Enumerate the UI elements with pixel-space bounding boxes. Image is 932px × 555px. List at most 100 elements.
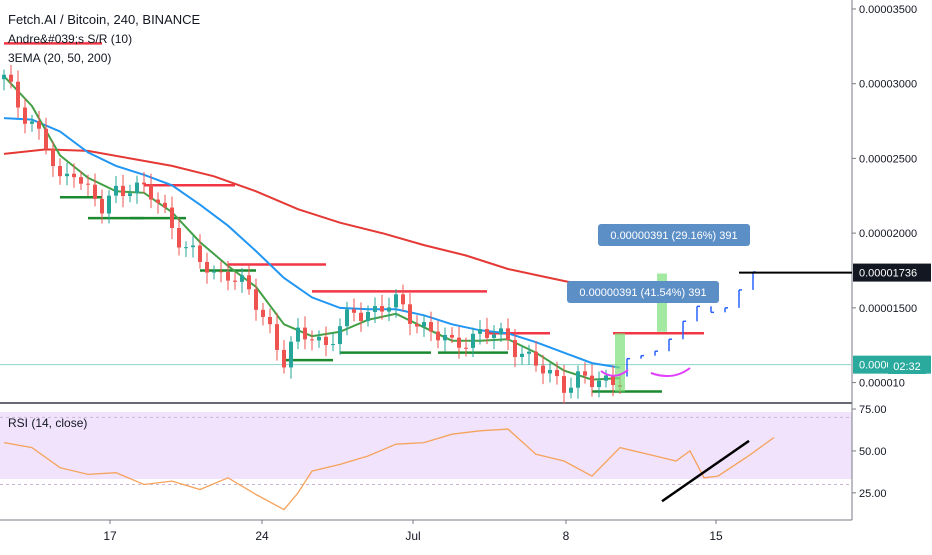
- candle-body: [513, 340, 517, 358]
- candle-body: [86, 183, 90, 185]
- candle-body: [275, 324, 279, 350]
- candle-body: [289, 341, 293, 368]
- time-tick-label: Jul: [405, 529, 420, 543]
- candle-body: [177, 228, 181, 248]
- candle-body: [471, 333, 475, 348]
- candle-body: [149, 184, 153, 200]
- target-price-text: 0.00001736: [859, 268, 917, 280]
- indicator-rsi-legend[interactable]: RSI (14, close): [8, 416, 88, 430]
- price-tick-label: 0.00002000: [859, 228, 917, 240]
- candle-body: [331, 344, 335, 346]
- candle-body: [464, 347, 468, 349]
- time-tick-label: 17: [103, 529, 117, 543]
- time-tick-label: 15: [709, 529, 723, 543]
- candle-body: [492, 334, 496, 338]
- candle-body: [443, 334, 447, 341]
- price-tick-label: 0.00002500: [859, 153, 917, 165]
- candle-body: [128, 193, 132, 197]
- candle-body: [422, 322, 426, 327]
- candle-body: [415, 323, 419, 327]
- candle-body: [450, 334, 454, 338]
- candle-body: [457, 337, 461, 348]
- candle-body: [352, 309, 356, 313]
- candle-body: [79, 177, 83, 184]
- countdown-tag: [888, 357, 926, 374]
- candle-body: [387, 307, 391, 312]
- candle-body: [205, 261, 209, 273]
- bottom-arc-right: [650, 367, 691, 378]
- candle-body: [268, 316, 272, 325]
- candle-body: [597, 380, 601, 388]
- candle-body: [65, 173, 69, 177]
- candle-body: [37, 121, 41, 129]
- candle-body: [107, 195, 111, 214]
- rsi-band-fill: [0, 412, 852, 480]
- candle-body: [359, 312, 363, 321]
- candle-body: [562, 376, 566, 393]
- candle-body: [247, 275, 251, 290]
- measure-label-box: [598, 224, 750, 246]
- candle-body: [233, 280, 237, 282]
- candle-body: [2, 74, 6, 80]
- measure-label-box: [567, 281, 719, 303]
- candle-body: [58, 166, 62, 177]
- time-tick-label: 24: [255, 529, 269, 543]
- candle-body: [142, 182, 146, 185]
- rsi-tick-label: 25.00: [859, 488, 887, 500]
- candle-body: [317, 336, 321, 341]
- candle-body: [121, 185, 125, 197]
- candle-body: [555, 369, 559, 377]
- candle-body: [296, 327, 300, 342]
- candle-body: [44, 128, 48, 149]
- time-tick-label: 8: [563, 529, 570, 543]
- candle-body: [604, 375, 608, 381]
- chart-title: Fetch.AI / Bitcoin, 240, BINANCE: [8, 12, 201, 27]
- candle-body: [569, 387, 573, 393]
- candle-body: [394, 294, 398, 308]
- candle-body: [611, 375, 615, 386]
- candle-body: [72, 173, 76, 178]
- measure-range: [615, 333, 625, 392]
- candle-body: [380, 306, 384, 312]
- candle-body: [324, 336, 328, 346]
- candle-body: [51, 148, 55, 167]
- candle-body: [485, 329, 489, 338]
- candle-body: [576, 371, 580, 388]
- bottom-arc-left: [600, 369, 629, 377]
- candle-body: [135, 182, 139, 194]
- candle-body: [345, 309, 349, 327]
- ema-200-line: [3, 148, 621, 297]
- candle-body: [114, 185, 118, 196]
- price-tick-label: 0.00003000: [859, 79, 917, 91]
- candle-body: [184, 247, 188, 249]
- indicator-sr-legend[interactable]: Andre&#039;s S/R (10): [8, 32, 133, 46]
- indicator-ema-legend[interactable]: 3EMA (20, 50, 200): [8, 51, 112, 65]
- candle-body: [373, 306, 377, 312]
- candle-body: [226, 272, 230, 281]
- candle-body: [408, 304, 412, 324]
- candle-body: [261, 309, 265, 317]
- candle-body: [401, 294, 405, 305]
- candle-body: [478, 329, 482, 334]
- candle-body: [163, 202, 167, 208]
- measure-label-text: 0.00000391 (41.54%) 391: [579, 287, 706, 299]
- candle-body: [534, 351, 538, 366]
- candle-body: [429, 322, 433, 332]
- candle-body: [198, 245, 202, 262]
- candle-body: [583, 371, 587, 376]
- candle-body: [282, 349, 286, 368]
- candle-body: [548, 369, 552, 374]
- candle-body: [520, 353, 524, 358]
- price-tick-label: 0.000010: [859, 378, 905, 390]
- candle-body: [9, 74, 13, 82]
- candle-body: [93, 184, 97, 199]
- rsi-line: [3, 428, 775, 511]
- candle-body: [506, 328, 510, 341]
- candle-body: [541, 365, 545, 374]
- price-tick-label: 0.00001500: [859, 303, 917, 315]
- price-tick-label: 0.00003500: [859, 4, 917, 16]
- candle-body: [527, 351, 531, 354]
- rsi-tick-label: 75.00: [859, 404, 887, 416]
- candle-body: [219, 271, 223, 273]
